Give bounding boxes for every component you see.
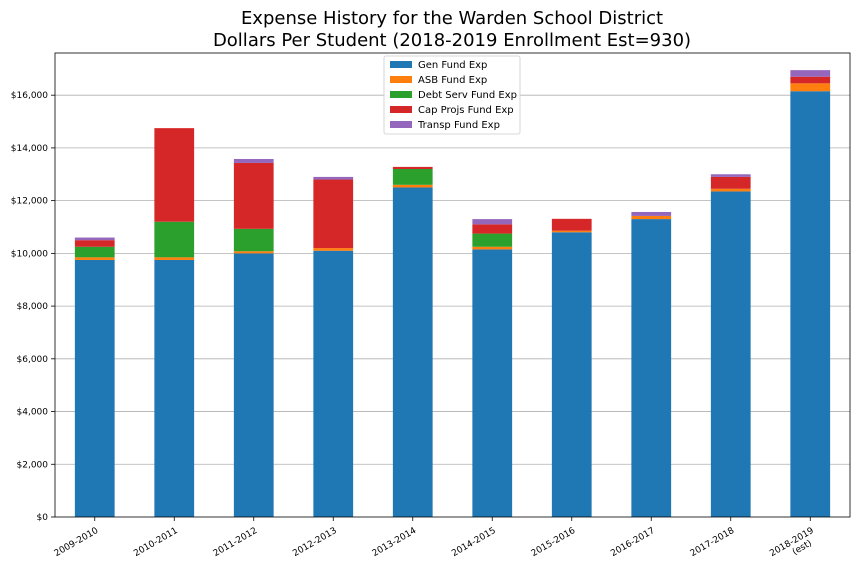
bar-segment [392,166,433,169]
chart-subtitle: Dollars Per Student (2018-2019 Enrollmen… [212,30,692,51]
bar-segment [710,188,751,192]
bar-segment [74,257,115,260]
y-tick-label: $4,000 [17,408,49,418]
chart-title: Expense History for the Warden School Di… [240,8,664,29]
x-tick-label: 2018-2019(est) [768,526,821,568]
bar-segment [631,219,672,517]
bar-segment [233,253,274,517]
x-tick-label: 2016-2017 [609,526,656,559]
bar-segment [551,230,592,233]
x-tick-label: 2010-2011 [132,526,179,559]
bar-segment [631,211,672,216]
legend-box [383,55,521,135]
bar-segment [472,249,513,517]
bar-segment [790,70,831,77]
legend-swatch [390,121,412,128]
bar-segment [551,218,592,231]
bar-segment [392,187,433,518]
bar-segment [233,158,274,163]
bar-segment [710,176,751,189]
bar-segment [472,233,513,247]
bar-segment [154,259,195,517]
bar-segment [74,240,115,247]
chart-title-block: Expense History for the Warden School Di… [0,8,864,52]
bar-segment [710,191,751,517]
bar-segment [631,215,672,220]
y-tick-label: $6,000 [17,355,49,365]
legend-label: Transp Fund Exp [417,120,500,131]
bar-segment [233,162,274,229]
y-tick-label: $16,000 [11,91,48,101]
legend-swatch [390,61,412,68]
bar-segment [154,221,195,258]
bar-segment [392,169,433,185]
x-tick-label: 2014-2015 [450,526,497,559]
legend-swatch [390,76,412,83]
y-tick-label: $12,000 [11,197,48,207]
bar-segment [790,83,831,92]
bar-segment [154,257,195,260]
x-tick-label: 2013-2014 [371,526,419,559]
bar-segment [313,250,354,517]
bar-segment [313,248,354,251]
legend-swatch [390,106,412,113]
legend-swatch [390,91,412,98]
bar-segment [154,128,195,222]
bar-segment [74,259,115,517]
bar-segment [74,237,115,241]
bar-segment [551,232,592,518]
legend-label: Gen Fund Exp [418,60,487,71]
plot-frame [54,52,851,518]
bar-segment [74,246,115,258]
bar-segment [710,174,751,177]
x-tick-label: 2017-2018 [689,526,737,559]
y-tick-label: $10,000 [11,249,48,259]
x-tick-label: 2012-2013 [291,526,338,559]
y-tick-label: $2,000 [17,460,49,470]
bar-segment [790,91,831,518]
bar-segment [790,76,831,84]
legend-label: Cap Projs Fund Exp [418,105,514,116]
legend-label: Debt Serv Fund Exp [418,90,517,101]
legend-label: ASB Fund Exp [418,75,487,86]
bar-segment [233,228,274,252]
bar-segment [392,184,433,188]
x-tick-label: 2009-2010 [53,526,101,559]
y-tick-label: $0 [37,513,49,523]
y-tick-label: $8,000 [17,302,49,312]
bar-segment [233,251,274,254]
x-tick-label: 2015-2016 [530,526,578,559]
y-tick-label: $14,000 [11,144,48,154]
bar-segment [472,219,513,225]
bar-segment [472,224,513,234]
bar-segment [313,179,354,249]
x-tick-label: 2011-2012 [212,526,259,559]
bar-segment [472,246,513,250]
bar-segment [313,176,354,180]
